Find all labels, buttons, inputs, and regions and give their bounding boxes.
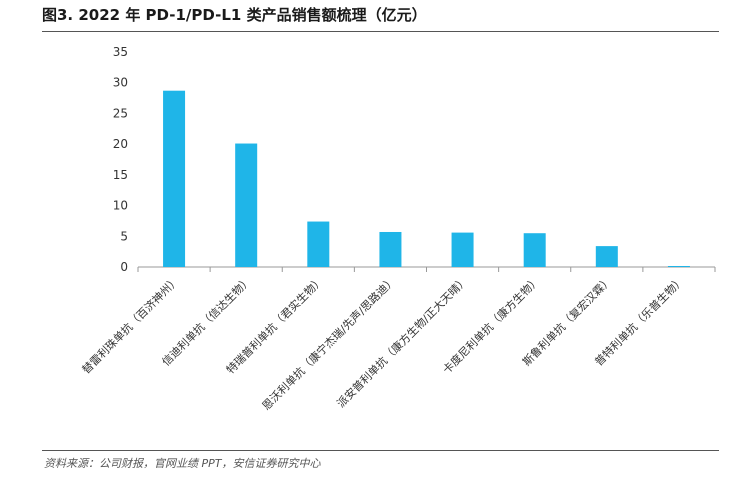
- x-axis-ticks: [137, 267, 716, 272]
- category-label: 恩沃利单抗（康宁杰瑞/先声/思路迪）: [259, 273, 399, 413]
- y-axis: 0 5 10 15 20 25 30 35: [113, 45, 128, 274]
- bar: [379, 231, 402, 267]
- bar: [451, 232, 474, 267]
- y-tick-label: 25: [113, 106, 128, 120]
- category-label: 派安普利单抗（康方生物/正大天晴）: [334, 273, 471, 410]
- bar: [523, 233, 546, 267]
- y-tick-label: 0: [120, 260, 128, 274]
- bottom-rule: [42, 450, 719, 451]
- y-tick-label: 5: [120, 229, 128, 243]
- y-tick-label: 15: [113, 168, 128, 182]
- y-tick-label: 30: [113, 76, 128, 90]
- bar: [235, 143, 258, 267]
- y-tick-label: 35: [113, 45, 128, 59]
- bar: [307, 221, 330, 267]
- bar-series: [163, 90, 690, 267]
- figure-title: 图3. 2022 年 PD-1/PD-L1 类产品销售额梳理（亿元）: [42, 6, 427, 24]
- bar: [595, 246, 618, 267]
- bar: [667, 266, 690, 267]
- y-tick-label: 10: [113, 199, 128, 213]
- source-note: 资料来源：公司财报，官网业绩 PPT，安信证券研究中心: [44, 457, 321, 470]
- bar: [163, 90, 186, 267]
- y-tick-label: 20: [113, 137, 128, 151]
- top-rule: [42, 31, 719, 32]
- category-labels: 替雷利珠单抗（百济神州）信迪利单抗（信达生物）特瑞普利单抗（君实生物）恩沃利单抗…: [79, 273, 687, 413]
